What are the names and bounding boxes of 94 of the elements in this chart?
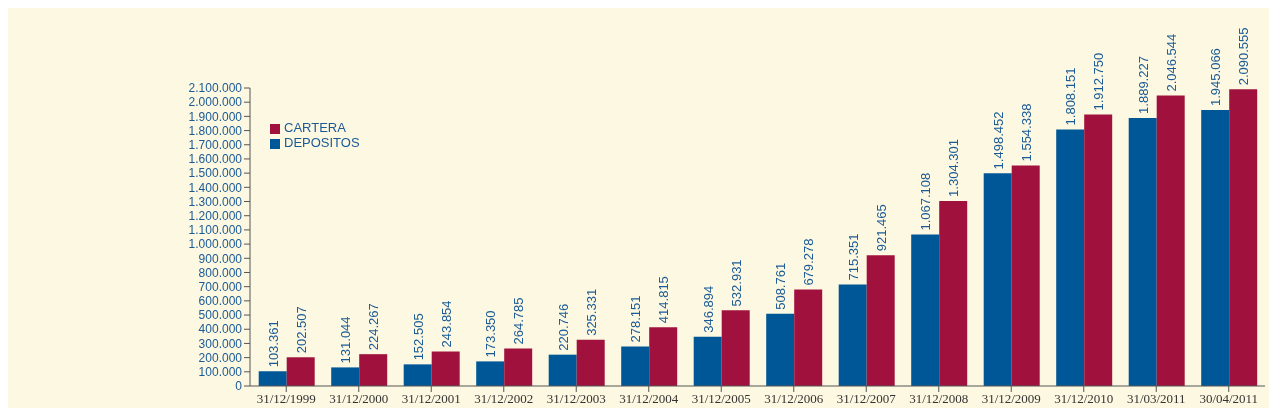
bar	[939, 200, 968, 386]
x-tick-label: 31/12/1999	[256, 391, 316, 407]
y-tick-label: 1.100.000	[188, 223, 243, 238]
data-label: 220.746	[555, 303, 571, 351]
bar	[1056, 129, 1085, 386]
bar	[1229, 89, 1258, 386]
data-label: 921.465	[873, 204, 889, 252]
legend-label: DEPOSITOS	[284, 135, 360, 150]
x-tick-label: 31/03/2011	[1126, 391, 1186, 407]
y-tick-label: 1.900.000	[188, 109, 243, 124]
x-tick-label: 30/04/2011	[1199, 391, 1259, 407]
x-tick-label: 31/12/2001	[401, 391, 461, 407]
x-tick-label: 31/12/2003	[546, 391, 606, 407]
data-label: 1.945.066	[1208, 48, 1224, 106]
y-tick-label: 1.400.000	[188, 180, 243, 195]
y-tick-label: 1.700.000	[188, 138, 243, 153]
data-label: 715.351	[845, 233, 861, 281]
data-label: 532.931	[728, 259, 744, 307]
bar	[1011, 165, 1040, 386]
bar	[1201, 109, 1230, 386]
x-tick-label: 31/12/2007	[836, 391, 897, 407]
bar	[548, 354, 577, 386]
data-label: 1.889.227	[1135, 56, 1151, 114]
x-tick-label: 31/12/2000	[329, 391, 389, 407]
bar	[721, 310, 750, 386]
bar	[693, 336, 722, 386]
bar	[1128, 117, 1157, 386]
x-tick-label: 31/12/2008	[909, 391, 969, 407]
data-label: 264.785	[511, 297, 527, 345]
bar	[286, 357, 315, 386]
bar	[649, 327, 678, 386]
y-tick-label: 800.000	[198, 265, 243, 280]
y-tick-label: 1.800.000	[188, 123, 243, 138]
data-label: 1.067.108	[918, 172, 934, 231]
data-label: 1.808.151	[1063, 67, 1079, 126]
data-label: 2.090.555	[1236, 27, 1252, 86]
data-label: 103.361	[265, 320, 281, 368]
data-label: 173.350	[483, 310, 499, 358]
y-tick-label: 400.000	[198, 322, 243, 337]
bar	[359, 354, 388, 386]
data-label: 346.894	[700, 285, 716, 333]
y-tick-label: 1.300.000	[188, 194, 243, 209]
data-label: 152.505	[410, 313, 426, 361]
data-label: 508.761	[773, 262, 789, 310]
bar	[866, 255, 895, 386]
bar	[504, 348, 533, 386]
bar	[331, 367, 360, 386]
bar	[838, 284, 867, 386]
data-label: 2.046.544	[1163, 33, 1179, 92]
data-label: 1.498.452	[990, 111, 1006, 170]
bar	[983, 173, 1012, 386]
y-tick-label: 900.000	[198, 251, 243, 266]
data-label: 1.554.338	[1018, 103, 1034, 162]
y-tick-label: 1.000.000	[188, 237, 243, 252]
y-tick-label: 1.600.000	[188, 152, 243, 167]
y-tick-label: 0	[235, 379, 243, 394]
bar	[621, 346, 650, 386]
data-label: 1.304.301	[946, 139, 962, 197]
x-tick-label: 31/12/2006	[764, 391, 824, 407]
y-tick-label: 1.500.000	[188, 166, 243, 181]
y-tick-label: 2.100.000	[188, 81, 243, 96]
bar	[911, 234, 940, 386]
data-label: 278.151	[628, 295, 644, 343]
data-label: 131.044	[338, 316, 354, 364]
data-label: 224.267	[366, 303, 382, 351]
legend-label: CARTERA	[284, 120, 346, 135]
data-label: 325.331	[583, 288, 599, 336]
y-tick-label: 300.000	[198, 336, 243, 351]
y-tick-label: 1.200.000	[188, 208, 243, 223]
y-tick-label: 2.000.000	[188, 95, 243, 110]
data-label: 414.815	[656, 276, 672, 324]
bar	[1084, 114, 1113, 386]
y-tick-label: 100.000	[198, 365, 243, 380]
bar	[766, 313, 795, 386]
data-label: 1.912.750	[1091, 52, 1107, 111]
y-tick-label: 700.000	[198, 279, 243, 294]
x-tick-label: 31/12/2002	[474, 391, 534, 407]
bar	[1156, 95, 1185, 386]
data-label: 243.854	[438, 300, 454, 348]
bar	[431, 351, 460, 386]
bar	[476, 361, 505, 386]
x-tick-label: 31/12/2009	[981, 391, 1041, 407]
bar	[794, 289, 823, 386]
x-tick-label: 31/12/2010	[1054, 391, 1114, 407]
y-tick-label: 600.000	[198, 294, 243, 309]
x-tick-label: 31/12/2005	[691, 391, 751, 407]
y-tick-label: 200.000	[198, 350, 243, 365]
bar	[403, 364, 432, 386]
y-tick-label: 500.000	[198, 308, 243, 323]
x-tick-label: 31/12/2004	[619, 391, 679, 407]
data-label: 202.507	[293, 306, 309, 354]
bar	[576, 339, 605, 386]
bar	[258, 371, 287, 386]
data-label: 679.278	[801, 238, 817, 286]
